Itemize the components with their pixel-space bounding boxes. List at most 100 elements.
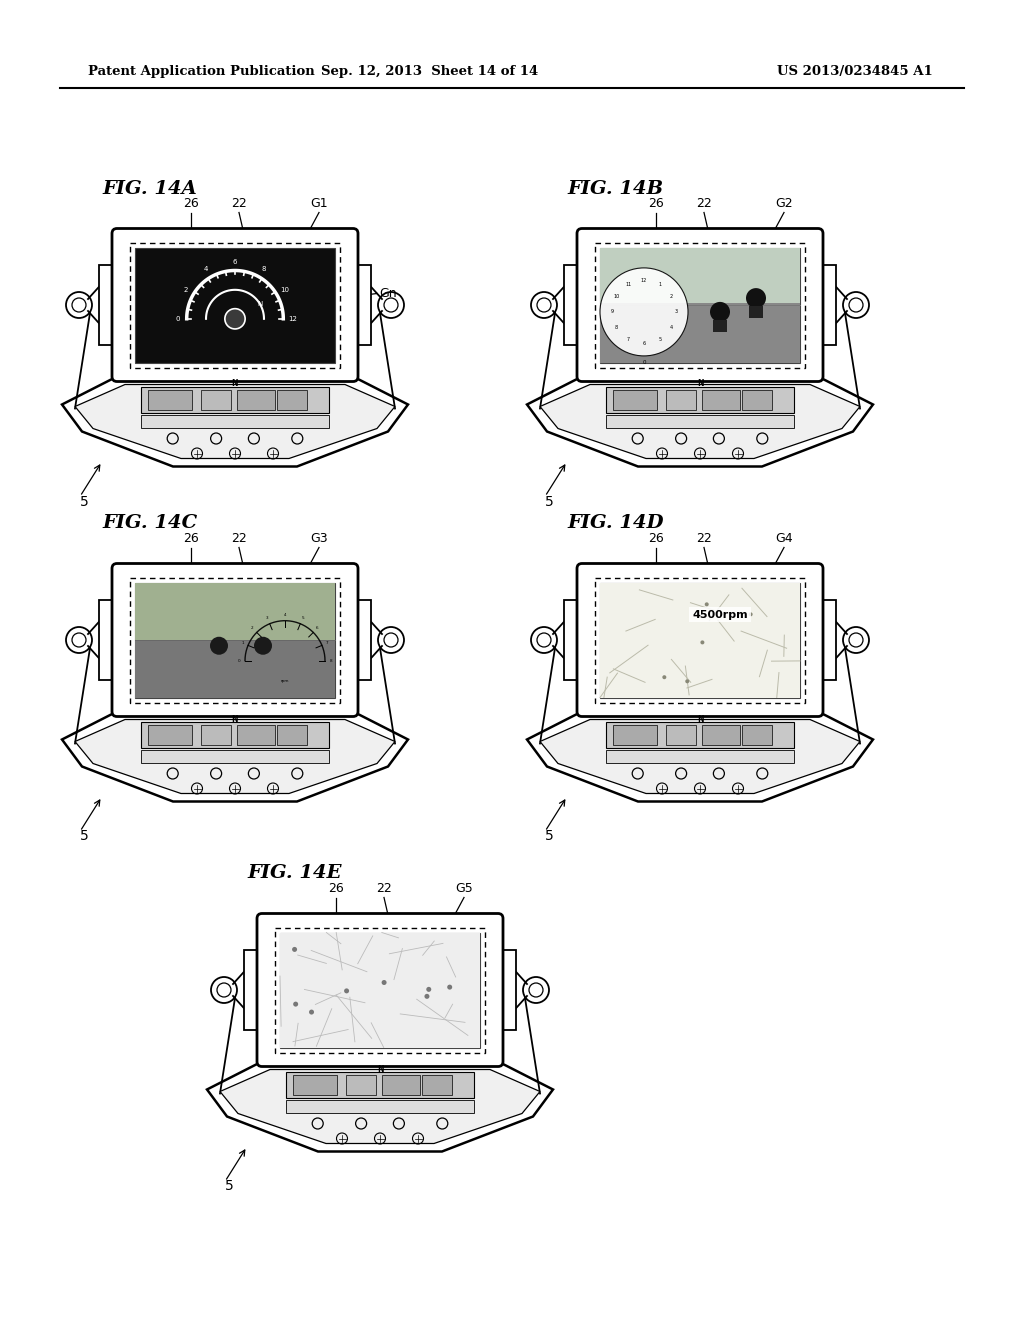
- Text: G3: G3: [310, 532, 328, 545]
- Bar: [613, 389, 656, 409]
- Polygon shape: [62, 376, 408, 466]
- Bar: [498, 950, 516, 1030]
- Bar: [595, 243, 805, 367]
- Circle shape: [705, 602, 709, 606]
- Circle shape: [254, 636, 272, 655]
- Bar: [701, 389, 739, 409]
- Bar: [201, 725, 231, 744]
- FancyBboxPatch shape: [257, 913, 503, 1067]
- Text: 5: 5: [301, 616, 304, 620]
- Text: 22: 22: [696, 197, 712, 210]
- Text: N: N: [377, 1064, 383, 1073]
- Text: N: N: [231, 380, 239, 388]
- FancyBboxPatch shape: [577, 228, 823, 381]
- Circle shape: [225, 309, 245, 329]
- Text: 6: 6: [232, 259, 238, 264]
- Bar: [605, 750, 795, 763]
- Text: 6: 6: [642, 341, 645, 346]
- Text: 0: 0: [238, 659, 241, 663]
- Bar: [148, 389, 191, 409]
- Polygon shape: [75, 719, 395, 793]
- Text: 22: 22: [231, 197, 247, 210]
- Circle shape: [292, 946, 297, 952]
- Text: 12: 12: [641, 277, 647, 282]
- Text: 5: 5: [80, 495, 88, 508]
- Bar: [346, 1074, 376, 1094]
- Text: 0: 0: [642, 360, 646, 366]
- Bar: [140, 414, 330, 428]
- Text: 26: 26: [183, 197, 199, 210]
- Circle shape: [746, 288, 766, 308]
- Text: 7: 7: [627, 337, 630, 342]
- Text: 22: 22: [231, 532, 247, 545]
- Text: 5: 5: [545, 495, 553, 508]
- Circle shape: [426, 987, 431, 991]
- Text: G4: G4: [775, 532, 793, 545]
- Bar: [818, 265, 836, 346]
- Bar: [130, 243, 340, 367]
- Bar: [140, 387, 330, 412]
- Text: 8: 8: [261, 267, 266, 272]
- Text: FIG. 14A: FIG. 14A: [102, 180, 197, 198]
- Polygon shape: [540, 719, 860, 793]
- Bar: [605, 414, 795, 428]
- Bar: [600, 248, 800, 308]
- FancyBboxPatch shape: [112, 564, 358, 717]
- Text: 10: 10: [281, 288, 289, 293]
- Circle shape: [424, 994, 429, 999]
- Text: G1: G1: [310, 197, 328, 210]
- Circle shape: [293, 1002, 298, 1007]
- Polygon shape: [75, 384, 395, 458]
- Bar: [276, 725, 307, 744]
- Bar: [276, 389, 307, 409]
- Text: Gn: Gn: [379, 286, 396, 300]
- Bar: [749, 306, 763, 318]
- Bar: [130, 578, 340, 702]
- Text: 12: 12: [288, 315, 297, 322]
- Text: N: N: [696, 714, 703, 723]
- Text: 26: 26: [648, 197, 664, 210]
- Text: 5: 5: [545, 829, 553, 843]
- Bar: [293, 1074, 337, 1094]
- Text: 9: 9: [611, 309, 613, 314]
- Text: 5: 5: [224, 1180, 233, 1193]
- FancyBboxPatch shape: [577, 564, 823, 717]
- Text: 0: 0: [175, 315, 180, 322]
- Text: N: N: [231, 714, 239, 723]
- Circle shape: [600, 268, 688, 356]
- Text: FIG. 14C: FIG. 14C: [102, 515, 198, 532]
- Bar: [422, 1074, 452, 1094]
- FancyBboxPatch shape: [112, 228, 358, 381]
- Bar: [564, 599, 582, 680]
- Text: 1: 1: [658, 282, 662, 286]
- Bar: [701, 725, 739, 744]
- Polygon shape: [540, 384, 860, 458]
- Circle shape: [309, 1010, 314, 1015]
- Text: 26: 26: [648, 532, 664, 545]
- Text: rpm: rpm: [281, 678, 289, 682]
- Bar: [600, 302, 800, 363]
- Bar: [605, 722, 795, 747]
- Bar: [600, 248, 800, 363]
- Bar: [595, 578, 805, 702]
- Text: Sep. 12, 2013  Sheet 14 of 14: Sep. 12, 2013 Sheet 14 of 14: [322, 66, 539, 78]
- Text: 4: 4: [204, 267, 209, 272]
- Circle shape: [749, 612, 753, 616]
- Circle shape: [700, 640, 705, 644]
- Text: 5: 5: [80, 829, 88, 843]
- Circle shape: [685, 680, 689, 684]
- Text: 2: 2: [183, 288, 187, 293]
- Circle shape: [663, 676, 667, 680]
- Bar: [135, 640, 335, 697]
- Text: 2: 2: [251, 626, 254, 630]
- Circle shape: [710, 302, 730, 322]
- Text: FIG. 14E: FIG. 14E: [247, 865, 341, 883]
- Bar: [353, 599, 371, 680]
- Text: 6: 6: [316, 626, 318, 630]
- Bar: [666, 389, 696, 409]
- Text: 8: 8: [615, 325, 618, 330]
- Bar: [564, 265, 582, 346]
- Bar: [237, 389, 274, 409]
- Text: 1: 1: [242, 642, 244, 645]
- Text: 26: 26: [328, 882, 344, 895]
